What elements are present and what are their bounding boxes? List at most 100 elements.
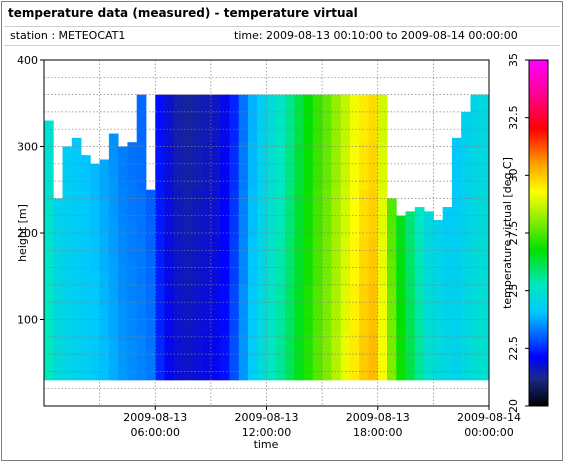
heatmap-cell xyxy=(201,189,212,238)
colorbar-tick-label: 20 xyxy=(507,399,520,413)
heatmap-cell xyxy=(155,284,165,333)
heatmap-cell xyxy=(322,94,332,143)
heatmap-cell xyxy=(368,332,379,381)
heatmap-cell xyxy=(396,243,406,271)
heatmap-cell xyxy=(53,319,63,351)
heatmap-cell xyxy=(257,94,267,143)
heatmap-cell xyxy=(238,94,249,143)
heatmap-cell xyxy=(136,237,147,286)
heatmap-cell xyxy=(285,142,295,191)
heatmap-cell xyxy=(220,94,230,143)
heatmap-cell xyxy=(275,332,286,381)
heatmap-cell xyxy=(424,295,434,325)
heatmap-cell xyxy=(220,237,230,286)
heatmap-cell xyxy=(155,142,165,191)
heatmap-cell xyxy=(479,142,490,191)
heatmap-cell xyxy=(433,273,444,301)
heatmap-cell xyxy=(312,237,323,286)
heatmap-cell xyxy=(192,94,202,143)
heatmap-cell xyxy=(247,237,258,286)
heatmap-cell xyxy=(127,221,138,262)
heatmap-cell xyxy=(470,284,481,333)
heatmap-cell xyxy=(145,348,156,381)
heatmap-cell xyxy=(71,137,82,179)
colorbar-tick-label: 25 xyxy=(507,284,520,298)
colorbar-label: temperature virtual [deg C] xyxy=(501,157,514,309)
heatmap-cell xyxy=(275,189,286,238)
heatmap-cell xyxy=(285,332,295,381)
heatmap-cell xyxy=(53,198,63,229)
heatmap-cell xyxy=(359,142,369,191)
colorbar-ticks: 20 22.5 25 27.5 30 32.5 35 xyxy=(507,53,529,413)
heatmap-cell xyxy=(62,146,73,186)
heatmap-cell xyxy=(461,111,471,157)
heatmap-cell xyxy=(257,237,267,286)
heatmap-cell xyxy=(90,344,101,381)
heatmap-cell xyxy=(461,290,471,336)
heatmap-cell xyxy=(387,198,397,229)
heatmap-cell xyxy=(433,326,444,354)
heatmap-cell xyxy=(479,284,490,333)
heatmap-cell xyxy=(44,293,54,338)
heatmap-cell xyxy=(396,297,406,326)
heatmap-cell xyxy=(303,142,314,191)
y-tick-label: 400 xyxy=(17,54,38,67)
heatmap-cell xyxy=(349,142,360,191)
heatmap-cell xyxy=(164,94,175,143)
heatmap-cell xyxy=(155,189,165,238)
heatmap-cell xyxy=(312,332,323,381)
heatmap-cell xyxy=(247,332,258,381)
heatmap-cell xyxy=(81,192,91,231)
heatmap-cell xyxy=(53,349,63,381)
heatmap-cell xyxy=(331,332,342,381)
y-axis: 100 200 300 400 xyxy=(17,54,44,327)
heatmap-cell xyxy=(294,284,304,333)
heatmap-cell xyxy=(118,263,128,303)
heatmap-cell xyxy=(433,246,444,274)
heatmap-cell xyxy=(479,237,490,286)
heatmap-cell xyxy=(405,267,416,297)
heatmap-cell xyxy=(349,237,360,286)
heatmap-cell xyxy=(210,237,221,286)
heatmap-cell xyxy=(377,142,388,191)
heatmap-cell xyxy=(192,332,202,381)
heatmap-cell xyxy=(81,305,91,343)
heatmap-cell xyxy=(145,316,156,349)
heatmap-cell xyxy=(479,94,490,143)
heatmap-cell xyxy=(340,189,351,238)
heatmap-cell xyxy=(331,237,342,286)
heatmap-cell xyxy=(81,267,91,306)
heatmap-cell xyxy=(257,142,267,191)
heatmap-cell xyxy=(294,237,304,286)
heatmap-cell xyxy=(405,211,416,240)
colorbar-tick-label: 32.5 xyxy=(507,105,520,129)
heatmap-cell xyxy=(183,142,193,191)
x-tick-label-time: 18:00:00 xyxy=(353,426,402,439)
heatmap-cell xyxy=(322,189,332,238)
heatmap-cell xyxy=(470,94,481,143)
heatmap-cell xyxy=(127,142,138,183)
heatmap-cell xyxy=(414,264,425,294)
colorbar-tick-label: 22.5 xyxy=(507,336,520,361)
heatmap-cell xyxy=(99,306,110,344)
heatmap-cell xyxy=(229,284,240,333)
heatmap-cell xyxy=(118,224,128,264)
heatmap-cell xyxy=(183,332,193,381)
station-label: station : METEOCAT1 xyxy=(10,29,126,42)
heatmap-cell xyxy=(44,336,54,381)
heatmap-cell xyxy=(201,142,212,191)
heatmap-cell xyxy=(303,284,314,333)
heatmap-cell xyxy=(136,94,147,143)
heatmap-cell xyxy=(377,189,388,238)
heatmap-cell xyxy=(470,237,481,286)
heatmap-cell xyxy=(210,189,221,238)
heatmap-cell xyxy=(201,332,212,381)
heatmap-cell xyxy=(414,207,425,237)
time-range-label: time: 2009-08-13 00:10:00 to 2009-08-14 … xyxy=(234,29,518,42)
heatmap-cell xyxy=(118,146,128,186)
heatmap-cell xyxy=(71,258,82,300)
heatmap-cell xyxy=(285,94,295,143)
heatmap-cell xyxy=(210,332,221,381)
heatmap-cell xyxy=(387,258,397,290)
